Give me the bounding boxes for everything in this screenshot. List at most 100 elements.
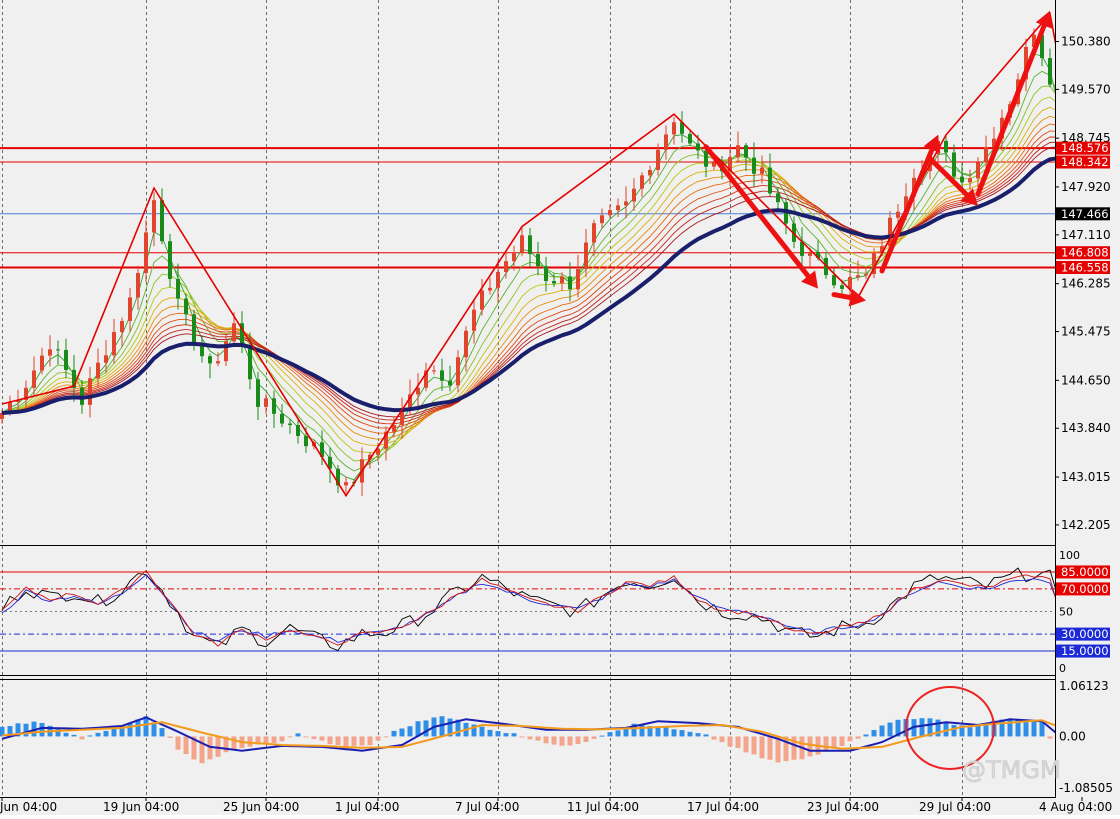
macd-histogram-bar [144, 716, 149, 736]
macd-histogram-bar [808, 736, 813, 756]
candle-body [96, 363, 100, 379]
candle-body [104, 355, 108, 362]
macd-histogram-bar [1032, 721, 1037, 737]
price-tick-label: 147.920 [1061, 180, 1111, 194]
candle-body [472, 310, 476, 331]
candle-body [944, 141, 948, 153]
stoch-tick-label: 50 [1059, 606, 1073, 619]
candle-body [176, 279, 180, 299]
macd-histogram-bar [864, 735, 869, 737]
candle-body [576, 269, 580, 289]
candle-body [560, 276, 564, 283]
candle-body [616, 205, 620, 210]
trend-arrow-shaft [834, 295, 850, 298]
macd-histogram-bar [1048, 736, 1053, 738]
candle-body [200, 346, 204, 357]
candle-body [760, 168, 764, 174]
candle-body [600, 215, 604, 223]
stoch-tick-label: 100 [1059, 549, 1080, 562]
macd-histogram-bar [288, 736, 293, 737]
candle-body [144, 232, 148, 273]
candle-body [608, 210, 612, 215]
macd-tick-label: 0.00 [1059, 729, 1086, 743]
macd-histogram-bar [424, 720, 429, 736]
macd-histogram-bar [72, 735, 77, 737]
candle-body [840, 285, 844, 289]
macd-histogram-bar [880, 726, 885, 737]
macd-histogram-bar [232, 736, 237, 750]
macd-histogram-bar [24, 724, 29, 737]
macd-histogram-bar [616, 730, 621, 736]
candle-body [440, 370, 444, 380]
candle-body [592, 223, 596, 242]
macd-histogram-bar [664, 727, 669, 736]
macd-histogram-bar [488, 730, 493, 737]
time-tick-label: 25 Jun 04:00 [223, 800, 299, 814]
candle-body [456, 357, 460, 385]
macd-histogram-bar [64, 733, 69, 737]
stoch-level-label: 70.0000 [1061, 582, 1109, 596]
macd-histogram-bar [696, 733, 701, 736]
candle-body [984, 147, 988, 163]
candle-body [736, 145, 740, 157]
candle-body [40, 356, 44, 371]
candle-body [552, 281, 556, 283]
macd-histogram-bar [656, 728, 661, 737]
candle-body [208, 356, 212, 363]
candle-body [520, 235, 524, 252]
macd-histogram-bar [360, 736, 365, 745]
macd-histogram-bar [328, 736, 333, 744]
candle-body [152, 200, 156, 232]
candle-body [640, 175, 644, 188]
macd-histogram-bar [296, 733, 301, 736]
candle-body [968, 178, 972, 182]
price-tick-label: 143.015 [1061, 470, 1111, 484]
macd-histogram-bar [512, 733, 517, 736]
macd-histogram-bar [920, 718, 925, 736]
macd-histogram-bar [312, 736, 317, 739]
candle-body [832, 275, 836, 285]
current-price-label: 147.466 [1061, 207, 1109, 221]
candle-body [864, 274, 868, 275]
macd-histogram-bar [88, 735, 93, 736]
candle-body [64, 350, 68, 370]
candle-body [248, 347, 252, 380]
macd-histogram-bar [160, 728, 165, 736]
candle-body [272, 398, 276, 413]
candle-body [48, 349, 52, 355]
macd-histogram-bar [104, 731, 109, 737]
candle-body [704, 150, 708, 166]
macd-histogram-bar [496, 731, 501, 736]
candle-body [1048, 58, 1052, 85]
price-tick-label: 142.205 [1061, 518, 1111, 532]
macd-histogram-bar [336, 736, 341, 745]
candle-body [304, 436, 308, 446]
macd-histogram-bar [368, 736, 373, 745]
candle-body [976, 162, 980, 178]
candle-body [688, 134, 692, 144]
macd-histogram-bar [576, 736, 581, 744]
macd-histogram-bar [968, 727, 973, 736]
candle-body [480, 290, 484, 309]
macd-histogram-bar [760, 736, 765, 758]
candle-body [776, 193, 780, 202]
macd-histogram-bar [752, 736, 757, 754]
candle-body [264, 398, 268, 407]
candle-body [696, 143, 700, 150]
candle-body [344, 482, 348, 485]
candle-body [896, 212, 900, 218]
macd-histogram-bar [720, 736, 725, 742]
macd-histogram-bar [840, 736, 845, 746]
macd-histogram-bar [976, 725, 981, 737]
candle-body [296, 425, 300, 436]
level-price-label: 148.576 [1061, 141, 1109, 155]
candle-body [568, 276, 572, 289]
macd-histogram-bar [272, 736, 277, 743]
candle-body [432, 370, 436, 371]
macd-histogram-bar [248, 736, 253, 746]
candle-body [256, 379, 260, 407]
macd-tick-label: 1.06123 [1059, 679, 1109, 693]
macd-histogram-bar [528, 736, 533, 739]
